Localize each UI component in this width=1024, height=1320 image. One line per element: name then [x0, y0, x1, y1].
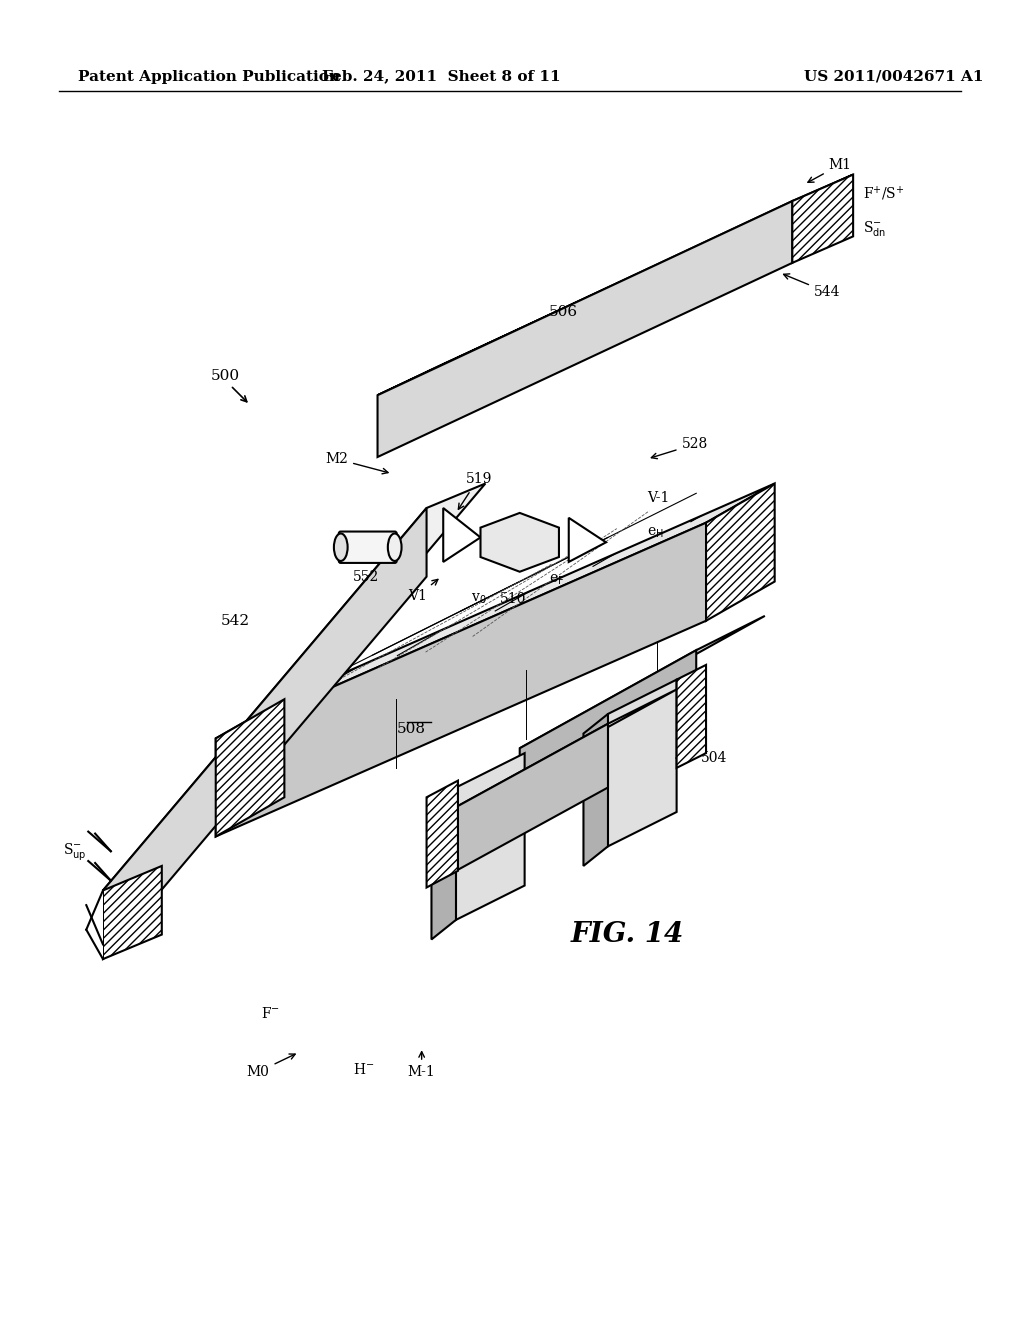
Text: 552: 552: [353, 570, 379, 583]
Polygon shape: [608, 680, 677, 846]
Text: S$_{\rm dn}^{-}$: S$_{\rm dn}^{-}$: [863, 219, 886, 238]
Polygon shape: [103, 483, 485, 891]
Polygon shape: [706, 483, 775, 620]
Polygon shape: [103, 508, 427, 960]
Text: F$^{+}$/S$^{+}$: F$^{+}$/S$^{+}$: [863, 185, 904, 203]
Text: V1: V1: [408, 579, 438, 603]
Polygon shape: [216, 700, 285, 837]
Text: US 2011/0042671 A1: US 2011/0042671 A1: [804, 70, 984, 83]
Text: Patent Application Publication: Patent Application Publication: [79, 70, 340, 83]
Polygon shape: [427, 780, 458, 887]
Text: M1: M1: [808, 158, 852, 182]
Polygon shape: [520, 651, 696, 826]
Text: 506: 506: [549, 305, 579, 319]
Polygon shape: [378, 201, 793, 457]
Polygon shape: [584, 714, 608, 866]
Text: M0: M0: [247, 1053, 295, 1078]
Ellipse shape: [334, 533, 347, 561]
Text: S$_{\rm up}^{-}$: S$_{\rm up}^{-}$: [62, 841, 86, 862]
FancyBboxPatch shape: [339, 532, 396, 562]
Text: 542: 542: [220, 614, 250, 628]
Polygon shape: [677, 665, 706, 768]
Polygon shape: [568, 517, 606, 562]
Text: H$^{-}$: H$^{-}$: [353, 1063, 375, 1077]
Polygon shape: [456, 754, 524, 920]
Polygon shape: [216, 523, 706, 837]
Polygon shape: [431, 788, 456, 940]
Polygon shape: [480, 513, 559, 572]
Text: e$_{\rm H}$: e$_{\rm H}$: [647, 525, 664, 540]
Polygon shape: [443, 508, 480, 562]
Text: M-1: M-1: [408, 1052, 435, 1078]
Text: FIG. 14: FIG. 14: [571, 921, 684, 948]
Text: V-1: V-1: [647, 491, 670, 506]
Text: 504: 504: [676, 751, 727, 766]
Text: e$_{\rm F}$: e$_{\rm F}$: [549, 573, 564, 587]
Polygon shape: [456, 723, 608, 871]
Polygon shape: [86, 891, 103, 960]
Polygon shape: [216, 483, 775, 738]
Text: 508: 508: [397, 722, 426, 735]
Polygon shape: [103, 866, 162, 960]
Ellipse shape: [388, 533, 401, 561]
Polygon shape: [378, 174, 853, 395]
Text: 519: 519: [466, 471, 493, 486]
Polygon shape: [456, 689, 677, 807]
Text: 544: 544: [783, 273, 841, 300]
Text: 510: 510: [500, 593, 526, 606]
Text: 500: 500: [211, 368, 240, 383]
Text: v$_{\rm 0}$: v$_{\rm 0}$: [471, 591, 486, 606]
Polygon shape: [520, 616, 765, 748]
Text: F$^{-}$: F$^{-}$: [260, 1006, 280, 1020]
Text: Feb. 24, 2011  Sheet 8 of 11: Feb. 24, 2011 Sheet 8 of 11: [322, 70, 560, 83]
Text: 528: 528: [651, 437, 708, 459]
Text: M2: M2: [326, 451, 388, 474]
Polygon shape: [793, 174, 853, 263]
